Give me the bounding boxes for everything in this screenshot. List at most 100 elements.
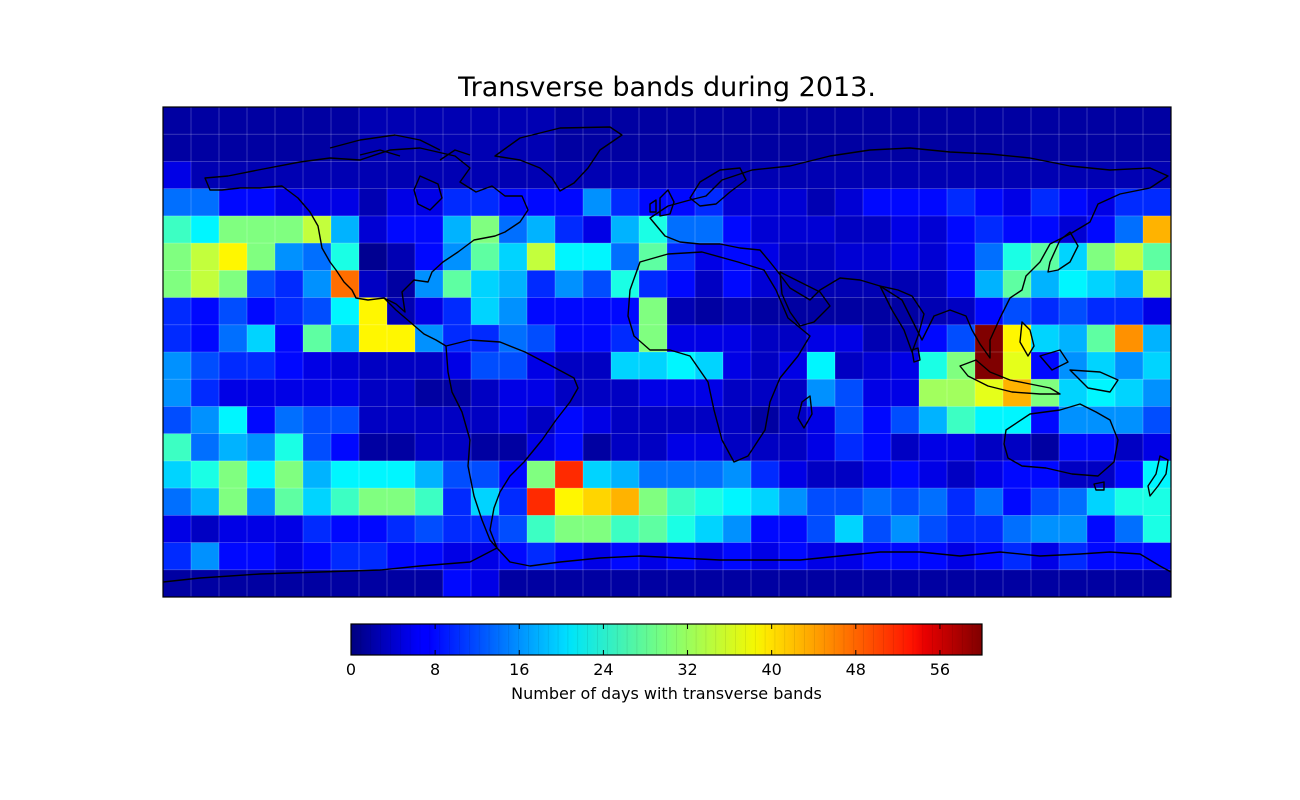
heat-cell xyxy=(779,461,808,489)
heat-cell xyxy=(639,216,668,244)
heat-cell xyxy=(667,515,696,543)
heat-cell xyxy=(611,406,640,434)
heat-cell xyxy=(583,352,612,380)
heat-cell xyxy=(919,461,948,489)
heat-cell xyxy=(947,461,976,489)
heat-cell xyxy=(1143,298,1172,326)
heat-cell xyxy=(1115,352,1144,380)
heat-cell xyxy=(695,298,724,326)
heat-cell xyxy=(415,243,444,271)
heat-cell xyxy=(275,543,304,571)
heat-cell xyxy=(751,325,780,353)
heat-cell xyxy=(527,570,556,598)
heat-cell xyxy=(359,543,388,571)
heat-cell xyxy=(751,161,780,189)
heat-cell xyxy=(1115,107,1144,135)
heat-cell xyxy=(975,189,1004,217)
heat-cell xyxy=(387,570,416,598)
heat-cell xyxy=(191,434,220,462)
heat-cell xyxy=(667,352,696,380)
heat-cell xyxy=(1115,161,1144,189)
heat-cell xyxy=(359,107,388,135)
heat-cell xyxy=(583,379,612,407)
heat-cell xyxy=(583,543,612,571)
heat-cell xyxy=(723,298,752,326)
heat-cell xyxy=(835,161,864,189)
heat-cell xyxy=(443,515,472,543)
heat-cell xyxy=(835,570,864,598)
heat-cell xyxy=(471,298,500,326)
heat-cell xyxy=(387,216,416,244)
heat-cell xyxy=(695,216,724,244)
heat-cell xyxy=(499,298,528,326)
heat-cell xyxy=(611,298,640,326)
heat-cell xyxy=(611,189,640,217)
heat-cell xyxy=(275,379,304,407)
heat-cell xyxy=(471,134,500,162)
heat-cell xyxy=(779,134,808,162)
heat-cell xyxy=(1087,488,1116,516)
heat-cell xyxy=(163,570,192,598)
heat-cell xyxy=(1031,298,1060,326)
heat-cell xyxy=(415,107,444,135)
heat-cell xyxy=(751,434,780,462)
heat-cell xyxy=(751,570,780,598)
heat-cell xyxy=(723,379,752,407)
heat-cell xyxy=(443,434,472,462)
heat-cell xyxy=(975,107,1004,135)
heat-cell xyxy=(779,406,808,434)
heat-cell xyxy=(219,570,248,598)
heat-cell xyxy=(947,515,976,543)
heat-cell xyxy=(275,515,304,543)
colorbar-tick-label: 8 xyxy=(430,660,440,679)
heat-cell xyxy=(695,134,724,162)
heat-cell xyxy=(415,352,444,380)
heat-cell xyxy=(191,243,220,271)
heat-cell xyxy=(191,107,220,135)
heat-cell xyxy=(863,189,892,217)
heat-cell xyxy=(863,406,892,434)
heat-cell xyxy=(891,379,920,407)
heat-cell xyxy=(499,515,528,543)
heat-cell xyxy=(975,461,1004,489)
heat-cell xyxy=(219,134,248,162)
heat-cell xyxy=(359,515,388,543)
heat-cell xyxy=(499,107,528,135)
heat-cell xyxy=(583,107,612,135)
heat-cell xyxy=(947,434,976,462)
heat-cell xyxy=(1087,515,1116,543)
heat-cell xyxy=(975,161,1004,189)
heat-cell xyxy=(667,434,696,462)
heat-cell xyxy=(1143,270,1172,298)
heat-cell xyxy=(1115,216,1144,244)
heat-cell xyxy=(303,352,332,380)
heat-cell xyxy=(1115,434,1144,462)
heat-cell xyxy=(975,570,1004,598)
heat-cell xyxy=(359,243,388,271)
heat-cell xyxy=(471,189,500,217)
heat-cell xyxy=(191,406,220,434)
heat-cell xyxy=(891,461,920,489)
heat-cell xyxy=(863,488,892,516)
heat-cell xyxy=(1059,543,1088,571)
heat-cell xyxy=(555,543,584,571)
colorbar-tick-label: 32 xyxy=(677,660,697,679)
heat-cell xyxy=(1003,161,1032,189)
heat-cell xyxy=(443,570,472,598)
heat-cell xyxy=(555,216,584,244)
heat-cell xyxy=(275,488,304,516)
heat-cell xyxy=(555,488,584,516)
heat-cell xyxy=(415,216,444,244)
heat-cell xyxy=(275,461,304,489)
heat-cell xyxy=(303,434,332,462)
heat-cell xyxy=(1059,189,1088,217)
heat-cell xyxy=(1031,543,1060,571)
heat-cell xyxy=(387,379,416,407)
heat-cell xyxy=(415,298,444,326)
heat-cell xyxy=(667,298,696,326)
heat-cell xyxy=(639,270,668,298)
heat-cell xyxy=(1115,270,1144,298)
heat-cell xyxy=(583,461,612,489)
heat-cell xyxy=(1031,570,1060,598)
heat-cell xyxy=(471,434,500,462)
